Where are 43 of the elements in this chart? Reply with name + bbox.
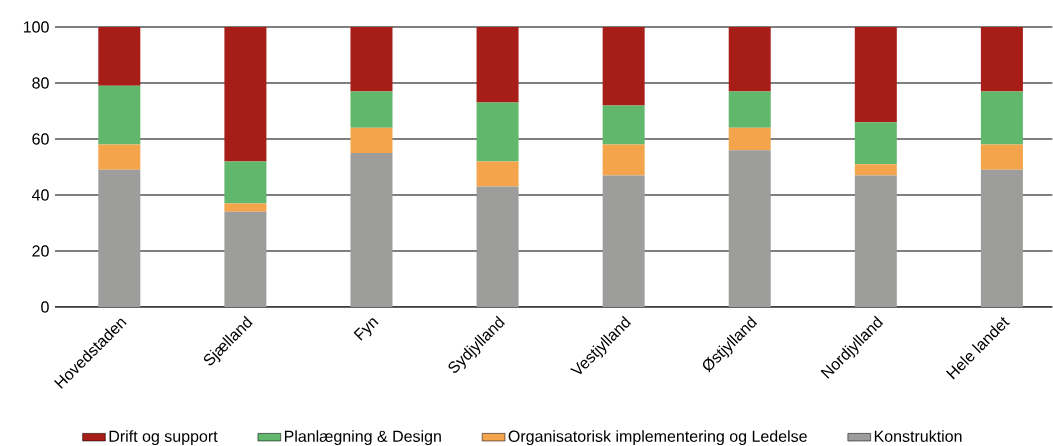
bar xyxy=(980,144,1023,170)
bar xyxy=(602,27,645,106)
bar xyxy=(224,161,267,204)
bar xyxy=(98,27,141,86)
x-tick-label: Fyn xyxy=(353,318,379,341)
bar xyxy=(854,122,897,165)
bar xyxy=(98,169,141,307)
bar xyxy=(602,175,645,307)
legend-label: Drift og support xyxy=(109,430,218,446)
y-tick-label: 60 xyxy=(32,133,49,145)
legend-label: Planlægning & Design xyxy=(284,430,441,446)
bar xyxy=(980,27,1023,92)
bar xyxy=(728,127,771,151)
y-tick-label: 0 xyxy=(41,301,49,313)
bar xyxy=(350,27,393,92)
legend-label: Konstruktion xyxy=(874,430,962,442)
bar xyxy=(98,85,141,145)
y-tick-label: 100 xyxy=(23,21,49,33)
bar xyxy=(476,27,519,103)
bar xyxy=(224,203,267,212)
bar xyxy=(350,127,393,153)
y-tick-label: 20 xyxy=(32,245,49,257)
y-tick-label: 80 xyxy=(32,77,49,89)
bar xyxy=(602,105,645,145)
bar xyxy=(350,91,393,128)
bar xyxy=(476,102,519,162)
bar xyxy=(854,164,897,176)
bar xyxy=(224,27,267,162)
bar xyxy=(728,91,771,128)
bar xyxy=(224,211,267,307)
bar xyxy=(854,175,897,307)
bar xyxy=(854,27,897,123)
bar xyxy=(476,161,519,187)
bar xyxy=(728,150,771,307)
legend-label: Organisatorisk implementering og Ledelse xyxy=(508,430,807,446)
bar xyxy=(980,91,1023,145)
y-tick-label: 40 xyxy=(32,189,49,201)
bar xyxy=(350,152,393,307)
bar xyxy=(98,144,141,170)
bar xyxy=(980,169,1023,307)
bar xyxy=(602,144,645,176)
bar xyxy=(728,27,771,92)
bar xyxy=(476,186,519,307)
